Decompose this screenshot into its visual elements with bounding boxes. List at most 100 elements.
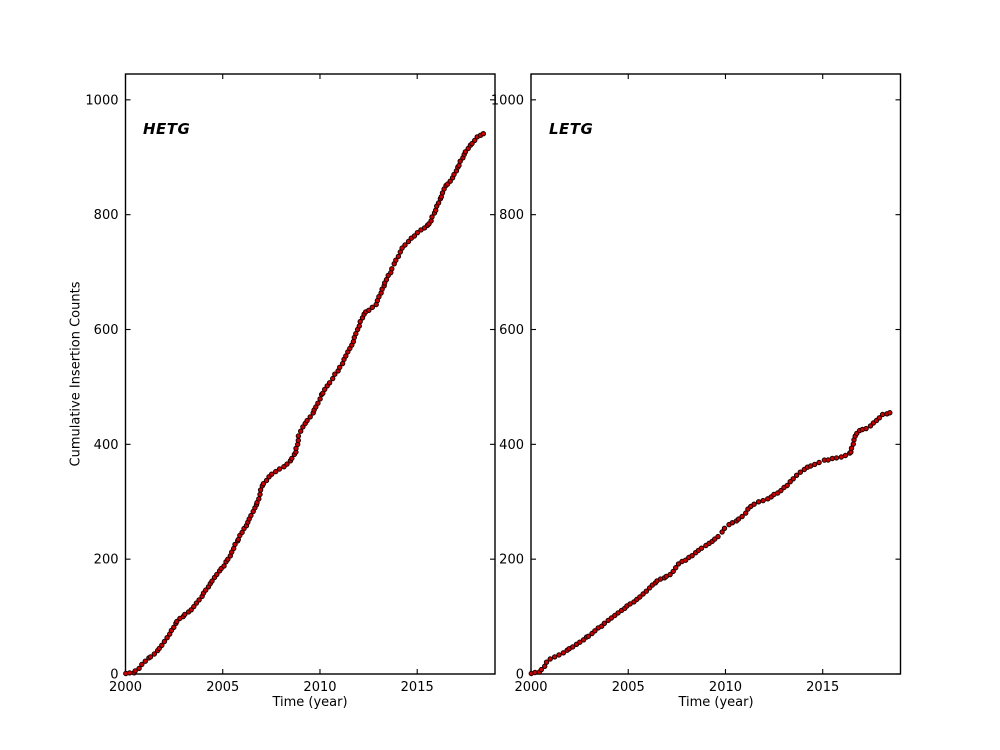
data-point <box>393 257 399 263</box>
data-point <box>405 238 412 245</box>
y-tick-label: 800 <box>499 208 524 223</box>
y-tick-label: 400 <box>94 438 119 453</box>
y-tick-label: 0 <box>110 668 118 683</box>
data-point <box>887 410 893 416</box>
data-point <box>269 471 275 477</box>
x-tick-label: 2010 <box>709 680 742 695</box>
data-point <box>276 466 283 472</box>
data-point <box>715 533 721 540</box>
data-point <box>850 441 856 447</box>
data-point <box>689 553 695 559</box>
data-point <box>248 512 254 519</box>
data-point <box>457 158 463 164</box>
data-point <box>196 597 202 603</box>
data-point <box>315 400 321 406</box>
data-point <box>784 482 790 489</box>
data-point <box>735 516 742 522</box>
data-point <box>366 307 372 313</box>
data-point <box>402 242 408 248</box>
data-point <box>560 650 567 656</box>
data-point <box>876 415 883 421</box>
data-point <box>273 468 279 475</box>
x-tick-label: 2005 <box>206 680 239 695</box>
data-point <box>263 477 270 484</box>
data-point <box>126 670 133 676</box>
data-point <box>675 561 682 567</box>
data-point <box>214 571 220 578</box>
data-point <box>174 618 180 625</box>
data-point <box>161 638 168 645</box>
data-point <box>816 459 822 466</box>
data-point <box>472 137 478 144</box>
data-point <box>357 318 363 325</box>
data-point <box>147 654 154 660</box>
data-point <box>182 611 188 618</box>
data-point <box>640 591 646 597</box>
data-point <box>637 594 643 600</box>
panel-label-letg: LETG <box>549 120 594 138</box>
data-point <box>171 624 177 630</box>
data-point <box>577 639 583 645</box>
data-point <box>592 628 598 634</box>
data-point <box>389 266 395 272</box>
data-point <box>343 353 349 359</box>
data-point <box>356 323 362 329</box>
data-point <box>369 304 375 310</box>
data-point <box>863 425 869 432</box>
data-point <box>570 644 576 650</box>
axis-frame <box>124 73 496 675</box>
data-point <box>790 476 796 482</box>
data-point <box>304 417 310 424</box>
data-point <box>643 588 649 594</box>
data-point <box>332 371 338 377</box>
data-point <box>456 162 462 169</box>
data-point <box>164 635 170 641</box>
data-point <box>295 437 301 444</box>
x-tick-label: 2000 <box>109 680 142 695</box>
data-point <box>879 411 886 418</box>
data-point <box>295 433 302 439</box>
data-point <box>615 610 621 616</box>
data-point <box>322 386 328 393</box>
x-tick-label: 2000 <box>514 680 547 695</box>
x-axis-label-left: Time (year) <box>272 695 348 710</box>
y-tick-label: 0 <box>516 668 524 683</box>
data-point <box>552 654 558 660</box>
data-point <box>256 496 262 502</box>
data-point <box>760 497 766 504</box>
data-point <box>337 364 343 370</box>
data-point <box>673 565 679 571</box>
y-tick-label: 1000 <box>85 93 118 108</box>
data-point <box>429 214 435 220</box>
data-point <box>532 669 538 676</box>
data-point <box>719 529 725 535</box>
data-point <box>556 652 562 658</box>
data-point <box>585 633 591 639</box>
data-point <box>159 642 165 648</box>
data-point <box>739 513 745 520</box>
data-point <box>670 568 676 575</box>
y-tick-label: 1000 <box>491 93 524 108</box>
data-point <box>538 666 545 673</box>
x-tick-label: 2015 <box>806 680 839 695</box>
data-point <box>221 563 227 569</box>
data-point <box>326 380 333 386</box>
axis-frame <box>530 73 902 675</box>
data-point <box>667 571 673 578</box>
data-point <box>698 545 705 551</box>
data-point <box>284 461 290 467</box>
data-point <box>829 455 835 462</box>
data-point <box>480 131 487 137</box>
data-point <box>793 472 800 478</box>
data-point <box>132 668 138 674</box>
y-tick-label: 200 <box>94 553 119 568</box>
data-point <box>462 149 469 155</box>
data-point <box>298 428 304 434</box>
data-point <box>139 661 145 668</box>
data-point <box>778 487 784 494</box>
data-point <box>289 455 295 462</box>
y-tick-label: 600 <box>94 323 119 338</box>
y-tick-label: 800 <box>94 208 119 223</box>
data-point <box>142 658 149 664</box>
